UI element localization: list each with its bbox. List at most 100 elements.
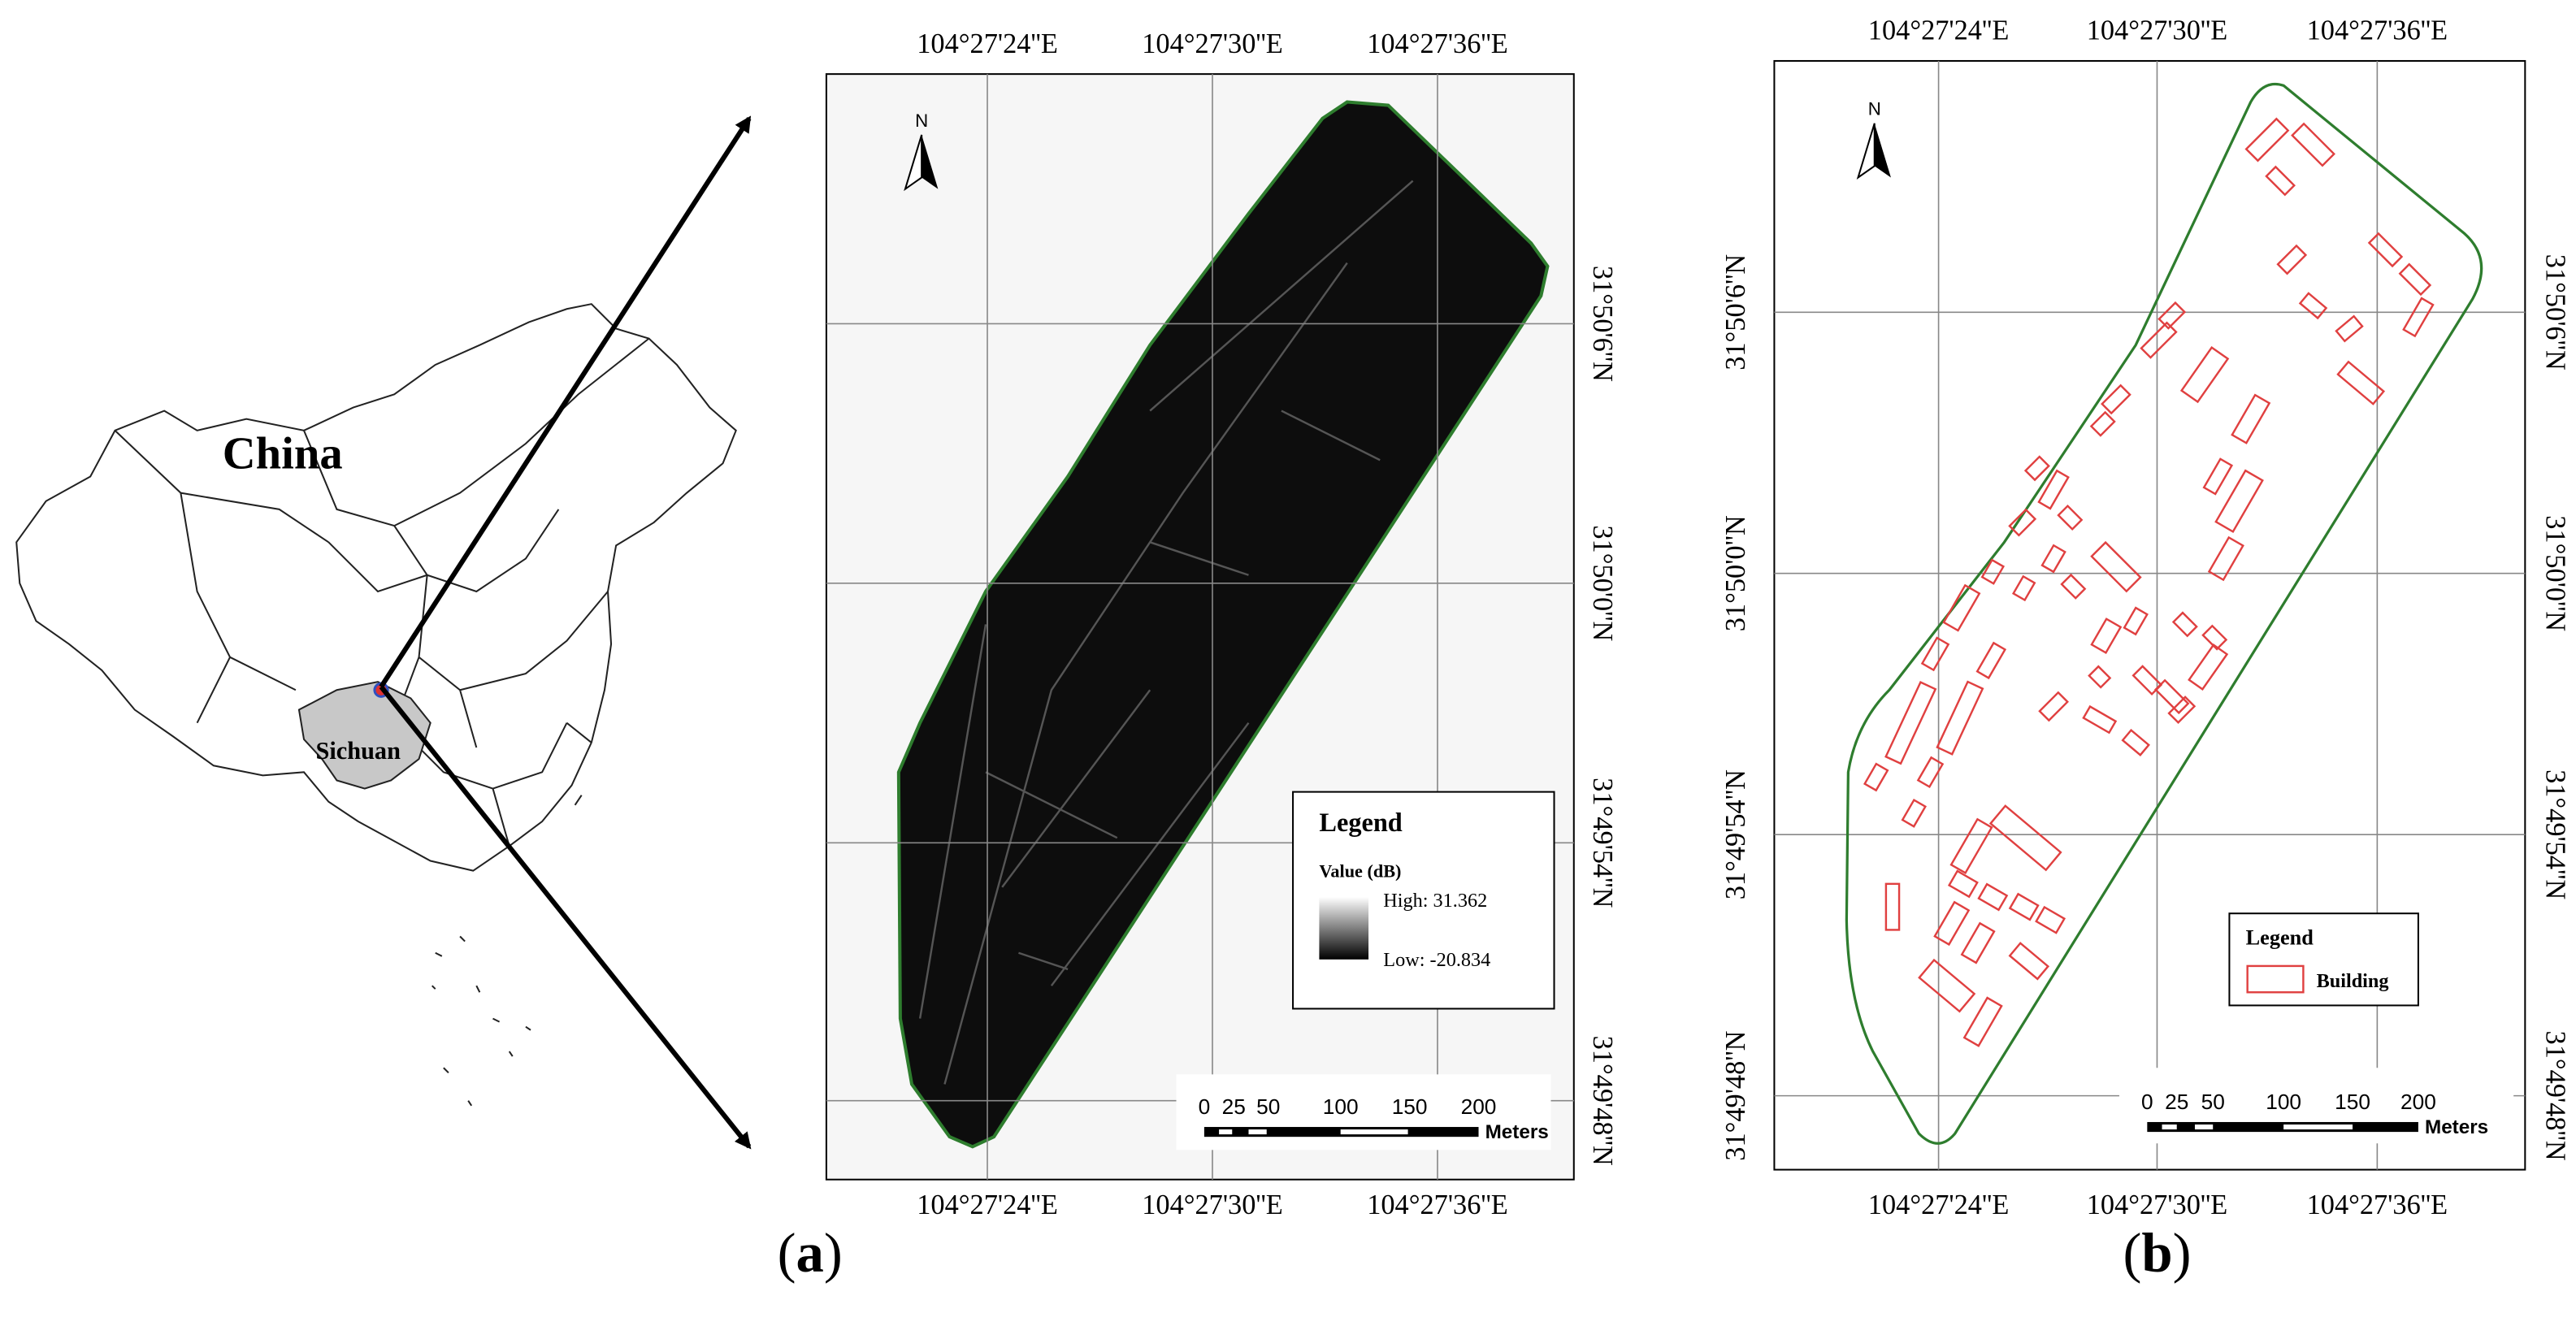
building bbox=[2201, 624, 2228, 651]
buildings bbox=[1863, 117, 2435, 1047]
legend-box bbox=[2228, 912, 2419, 1007]
building bbox=[1962, 996, 2003, 1047]
building bbox=[2179, 345, 2230, 404]
building bbox=[2202, 457, 2234, 496]
building bbox=[2402, 297, 2435, 338]
panel-b: 104°27'24''E 104°27'30''E 104°27'36''E 1… bbox=[1720, 15, 2571, 1284]
building bbox=[2214, 469, 2264, 534]
building bbox=[2023, 455, 2050, 482]
scale-bar-segment bbox=[1219, 1129, 1233, 1135]
north-arrow-right bbox=[922, 134, 939, 189]
building bbox=[1901, 798, 1927, 828]
caption-part: ( bbox=[2123, 1222, 2141, 1284]
caption-part: a bbox=[796, 1222, 824, 1284]
building bbox=[2090, 618, 2123, 655]
scale-tick: 200 bbox=[2400, 1090, 2436, 1114]
province-label: Sichuan bbox=[315, 737, 401, 765]
scale-bar-segment bbox=[2194, 1124, 2214, 1130]
lat-label: 31°50'0''N bbox=[1587, 525, 1618, 641]
building bbox=[1980, 558, 2006, 585]
scale-tick: 0 bbox=[2141, 1090, 2153, 1114]
building bbox=[2158, 301, 2187, 330]
lon-label: 104°27'36''E bbox=[1367, 1190, 1508, 1220]
panel-a: 104°27'24''E 104°27'30''E 104°27'36''E 1… bbox=[778, 28, 1618, 1284]
lat-label: 31°49'48''N bbox=[1720, 1030, 1751, 1160]
lon-label: 104°27'24''E bbox=[1868, 15, 2010, 46]
building bbox=[1988, 804, 2062, 872]
building bbox=[2276, 244, 2308, 275]
legend: Legend Building bbox=[2228, 912, 2419, 1007]
scale-tick: 200 bbox=[1461, 1094, 1497, 1119]
building bbox=[2367, 232, 2404, 268]
lat-label: 31°49'48''N bbox=[1587, 1036, 1618, 1166]
lon-label: 104°27'24''E bbox=[917, 28, 1058, 59]
building bbox=[2171, 611, 2198, 638]
zoom-arrow bbox=[379, 685, 752, 1150]
building bbox=[2298, 292, 2328, 320]
scale-tick: 50 bbox=[1256, 1094, 1280, 1119]
caption-part: b bbox=[2141, 1222, 2172, 1284]
legend-subtitle: Value (dB) bbox=[1319, 861, 1401, 882]
building bbox=[2060, 573, 2087, 600]
lon-label: 104°27'30''E bbox=[1142, 28, 1283, 59]
building bbox=[1936, 680, 1984, 756]
lon-label: 104°27'36''E bbox=[2307, 1190, 2448, 1220]
legend-swatch bbox=[2246, 964, 2305, 994]
building bbox=[1916, 756, 1945, 789]
building bbox=[2121, 728, 2150, 756]
building bbox=[2038, 691, 2069, 722]
scale-tick: 50 bbox=[2201, 1090, 2225, 1114]
building bbox=[2089, 410, 2116, 437]
building bbox=[2008, 942, 2050, 981]
lat-label: 31°50'0''N bbox=[2540, 515, 2571, 631]
building bbox=[2398, 262, 2432, 297]
building bbox=[2090, 540, 2142, 593]
scale-tick: 150 bbox=[1392, 1094, 1428, 1119]
lat-label: 31°49'54''N bbox=[2540, 769, 2571, 899]
study-area bbox=[1845, 82, 2483, 1145]
building bbox=[1933, 900, 1971, 947]
scale-bar: 0 25 50 100 150 200 Meters bbox=[1176, 1074, 1551, 1150]
scale-tick: 100 bbox=[1323, 1094, 1359, 1119]
north-label: N bbox=[1868, 99, 1881, 119]
china-map bbox=[15, 303, 737, 1107]
building bbox=[1920, 636, 1950, 672]
lat-label: 31°49'54''N bbox=[1720, 769, 1751, 899]
north-arrow: N bbox=[904, 110, 939, 192]
lon-label: 104°27'36''E bbox=[1367, 28, 1508, 59]
building bbox=[2008, 892, 2040, 921]
scale-bar-segment bbox=[2162, 1124, 2177, 1130]
building bbox=[1977, 882, 2009, 912]
scale-bar: 0 25 50 100 150 200 Meters bbox=[2118, 1068, 2514, 1144]
china-outline bbox=[15, 303, 737, 872]
scale-tick: 25 bbox=[2165, 1090, 2188, 1114]
sar-texture bbox=[918, 180, 1414, 1085]
building bbox=[2057, 504, 2084, 531]
lon-label: 104°27'24''E bbox=[917, 1190, 1058, 1220]
lon-label: 104°27'24''E bbox=[1868, 1190, 2010, 1220]
north-label: N bbox=[915, 110, 928, 131]
building bbox=[2336, 360, 2386, 405]
building bbox=[2011, 574, 2036, 602]
building bbox=[1949, 817, 1993, 875]
building bbox=[1918, 958, 1976, 1013]
building bbox=[2101, 384, 2131, 415]
panel-caption: (a) bbox=[778, 1222, 843, 1284]
building bbox=[2008, 508, 2037, 537]
building bbox=[2244, 117, 2290, 162]
building bbox=[2207, 535, 2244, 582]
lon-label: 104°27'30''E bbox=[1142, 1190, 1283, 1220]
legend-title: Legend bbox=[2246, 926, 2314, 950]
caption-part: ) bbox=[824, 1222, 843, 1284]
lat-label: 31°50'6''N bbox=[1587, 266, 1618, 382]
legend-high: High: 31.362 bbox=[1383, 890, 1487, 912]
building bbox=[2037, 469, 2070, 510]
scale-bar-segment bbox=[1248, 1129, 1267, 1135]
lon-label: 104°27'30''E bbox=[2087, 15, 2228, 46]
legend-ramp bbox=[1319, 897, 1369, 960]
building bbox=[2291, 122, 2335, 167]
building bbox=[2123, 606, 2149, 636]
country-label: China bbox=[223, 428, 343, 479]
building bbox=[1863, 762, 1889, 792]
zoom-arrow bbox=[379, 115, 752, 688]
